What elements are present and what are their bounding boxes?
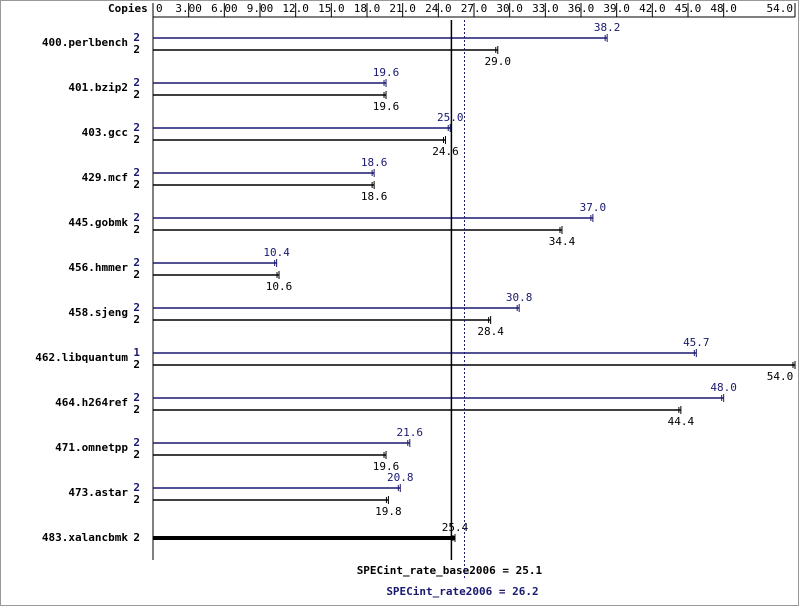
reference-label: SPECint_rate_base2006 = 25.1 <box>357 564 543 577</box>
x-tick-label: 54.0 <box>767 2 794 15</box>
value-label: 18.6 <box>361 190 388 203</box>
value-label: 21.6 <box>397 426 424 439</box>
value-label: 19.6 <box>373 66 400 79</box>
copies: 2 <box>133 211 140 224</box>
category-label: 483.xalancbmk <box>42 531 128 544</box>
x-tick-label: 42.0 <box>639 2 666 15</box>
category-label: 473.astar <box>68 486 128 499</box>
category-label: 464.h264ref <box>55 396 128 409</box>
category-label: 403.gcc <box>82 126 128 139</box>
value-label: 19.6 <box>373 100 400 113</box>
category-label: 429.mcf <box>82 171 128 184</box>
reference-label: SPECint_rate2006 = 26.2 <box>386 585 538 598</box>
copies: 2 <box>133 88 140 101</box>
copies-header: Copies <box>108 2 148 15</box>
copies: 2 <box>133 301 140 314</box>
value-label: 20.8 <box>387 471 414 484</box>
copies: 2 <box>133 403 140 416</box>
category-label: 401.bzip2 <box>68 81 128 94</box>
copies: 2 <box>133 223 140 236</box>
x-tick-label: 0 <box>156 2 163 15</box>
category-label: 462.libquantum <box>35 351 128 364</box>
copies: 2 <box>133 391 140 404</box>
value-label: 34.4 <box>549 235 576 248</box>
value-label: 37.0 <box>580 201 607 214</box>
value-label: 28.4 <box>477 325 504 338</box>
copies: 2 <box>133 448 140 461</box>
category-label: 458.sjeng <box>68 306 128 319</box>
copies: 2 <box>133 166 140 179</box>
value-label: 48.0 <box>710 381 737 394</box>
value-label: 10.4 <box>263 246 290 259</box>
copies: 2 <box>133 358 140 371</box>
x-tick-label: 33.0 <box>532 2 559 15</box>
x-tick-label: 36.0 <box>568 2 595 15</box>
copies: 1 <box>133 346 140 359</box>
value-label: 30.8 <box>506 291 533 304</box>
value-label: 24.6 <box>432 145 459 158</box>
value-label: 44.4 <box>668 415 695 428</box>
value-label: 25.0 <box>437 111 464 124</box>
x-tick-label: 24.0 <box>425 2 452 15</box>
x-tick-label: 18.0 <box>354 2 381 15</box>
category-label: 471.omnetpp <box>55 441 128 454</box>
value-label: 45.7 <box>683 336 710 349</box>
copies: 2 <box>133 436 140 449</box>
x-tick-label: 12.0 <box>282 2 309 15</box>
x-tick-label: 15.0 <box>318 2 345 15</box>
value-label: 38.2 <box>594 21 621 34</box>
value-label: 29.0 <box>485 55 512 68</box>
copies: 2 <box>133 178 140 191</box>
copies: 2 <box>133 133 140 146</box>
x-tick-label: 45.0 <box>675 2 702 15</box>
copies: 2 <box>133 531 140 544</box>
copies: 2 <box>133 31 140 44</box>
value-label: 25.4 <box>442 521 469 534</box>
x-tick-label: 3.00 <box>175 2 202 15</box>
copies: 2 <box>133 481 140 494</box>
copies: 2 <box>133 76 140 89</box>
category-label: 456.hmmer <box>68 261 128 274</box>
x-tick-label: 9.00 <box>247 2 274 15</box>
value-label: 10.6 <box>266 280 293 293</box>
x-tick-label: 21.0 <box>389 2 416 15</box>
category-label: 400.perlbench <box>42 36 128 49</box>
x-tick-label: 30.0 <box>496 2 523 15</box>
copies: 2 <box>133 256 140 269</box>
value-label: 19.8 <box>375 505 402 518</box>
value-label: 19.6 <box>373 460 400 473</box>
copies: 2 <box>133 43 140 56</box>
copies: 2 <box>133 268 140 281</box>
value-label: 18.6 <box>361 156 388 169</box>
copies: 2 <box>133 493 140 506</box>
x-tick-label: 27.0 <box>461 2 488 15</box>
category-label: 445.gobmk <box>68 216 128 229</box>
x-tick-label: 48.0 <box>710 2 737 15</box>
copies: 2 <box>133 121 140 134</box>
x-tick-label: 39.0 <box>603 2 630 15</box>
value-label: 54.0 <box>767 370 794 383</box>
copies: 2 <box>133 313 140 326</box>
x-tick-label: 6.00 <box>211 2 238 15</box>
